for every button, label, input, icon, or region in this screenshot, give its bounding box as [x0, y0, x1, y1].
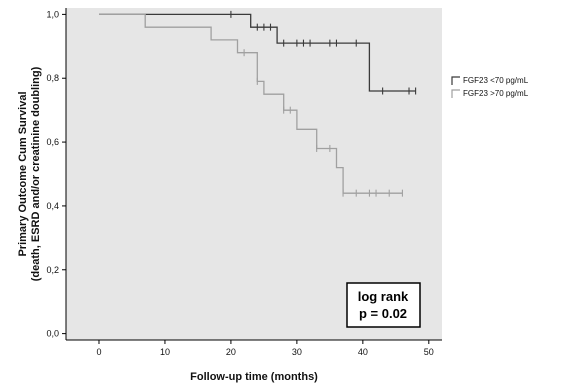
- series-0: [99, 10, 417, 95]
- x-tick-label: 50: [424, 347, 434, 357]
- series-layer: [99, 10, 417, 197]
- annotation-line-2: p = 0.02: [359, 306, 407, 321]
- y-tick-label: 0,0: [46, 329, 59, 339]
- legend-item-1: FGF23 >70 pg/mL: [451, 89, 529, 98]
- y-tick-label: 0,2: [46, 265, 59, 275]
- legend-swatch-1: [451, 89, 460, 98]
- x-tick-label: 0: [96, 347, 101, 357]
- series-1: [99, 13, 403, 197]
- legend-swatch-0: [451, 76, 460, 85]
- y-tick-label: 1,0: [46, 9, 59, 19]
- legend: FGF23 <70 pg/mL FGF23 >70 pg/mL: [451, 76, 529, 98]
- annotation-line-1: log rank: [358, 289, 409, 304]
- y-tick-label: 0,8: [46, 73, 59, 83]
- x-tick-label: 10: [160, 347, 170, 357]
- y-axis-title-line-2: (death, ESRD and/or creatinine doubling): [30, 66, 42, 281]
- legend-item-0: FGF23 <70 pg/mL: [451, 76, 529, 85]
- legend-label-1: FGF23 >70 pg/mL: [463, 89, 529, 98]
- x-tick-label: 20: [226, 347, 236, 357]
- axis-layer: 0,0 0,2 0,4 0,6 0,8 1,0 0 10 20 30 40 50: [46, 8, 442, 357]
- y-tick-label: 0,4: [46, 201, 59, 211]
- x-tick-label: 30: [292, 347, 302, 357]
- legend-label-0: FGF23 <70 pg/mL: [463, 76, 529, 85]
- series-line-1: [99, 13, 403, 194]
- y-axis-title: Primary Outcome Cum Survival (death, ESR…: [17, 66, 42, 281]
- log-rank-annotation: log rank p = 0.02: [346, 282, 421, 328]
- x-axis-title: Follow-up time (months): [190, 371, 318, 383]
- series-line-0: [99, 13, 416, 92]
- y-tick-label: 0,6: [46, 137, 59, 147]
- annotation-box: [346, 282, 421, 328]
- y-axis-title-line-1: Primary Outcome Cum Survival: [17, 91, 29, 256]
- x-tick-label: 40: [358, 347, 368, 357]
